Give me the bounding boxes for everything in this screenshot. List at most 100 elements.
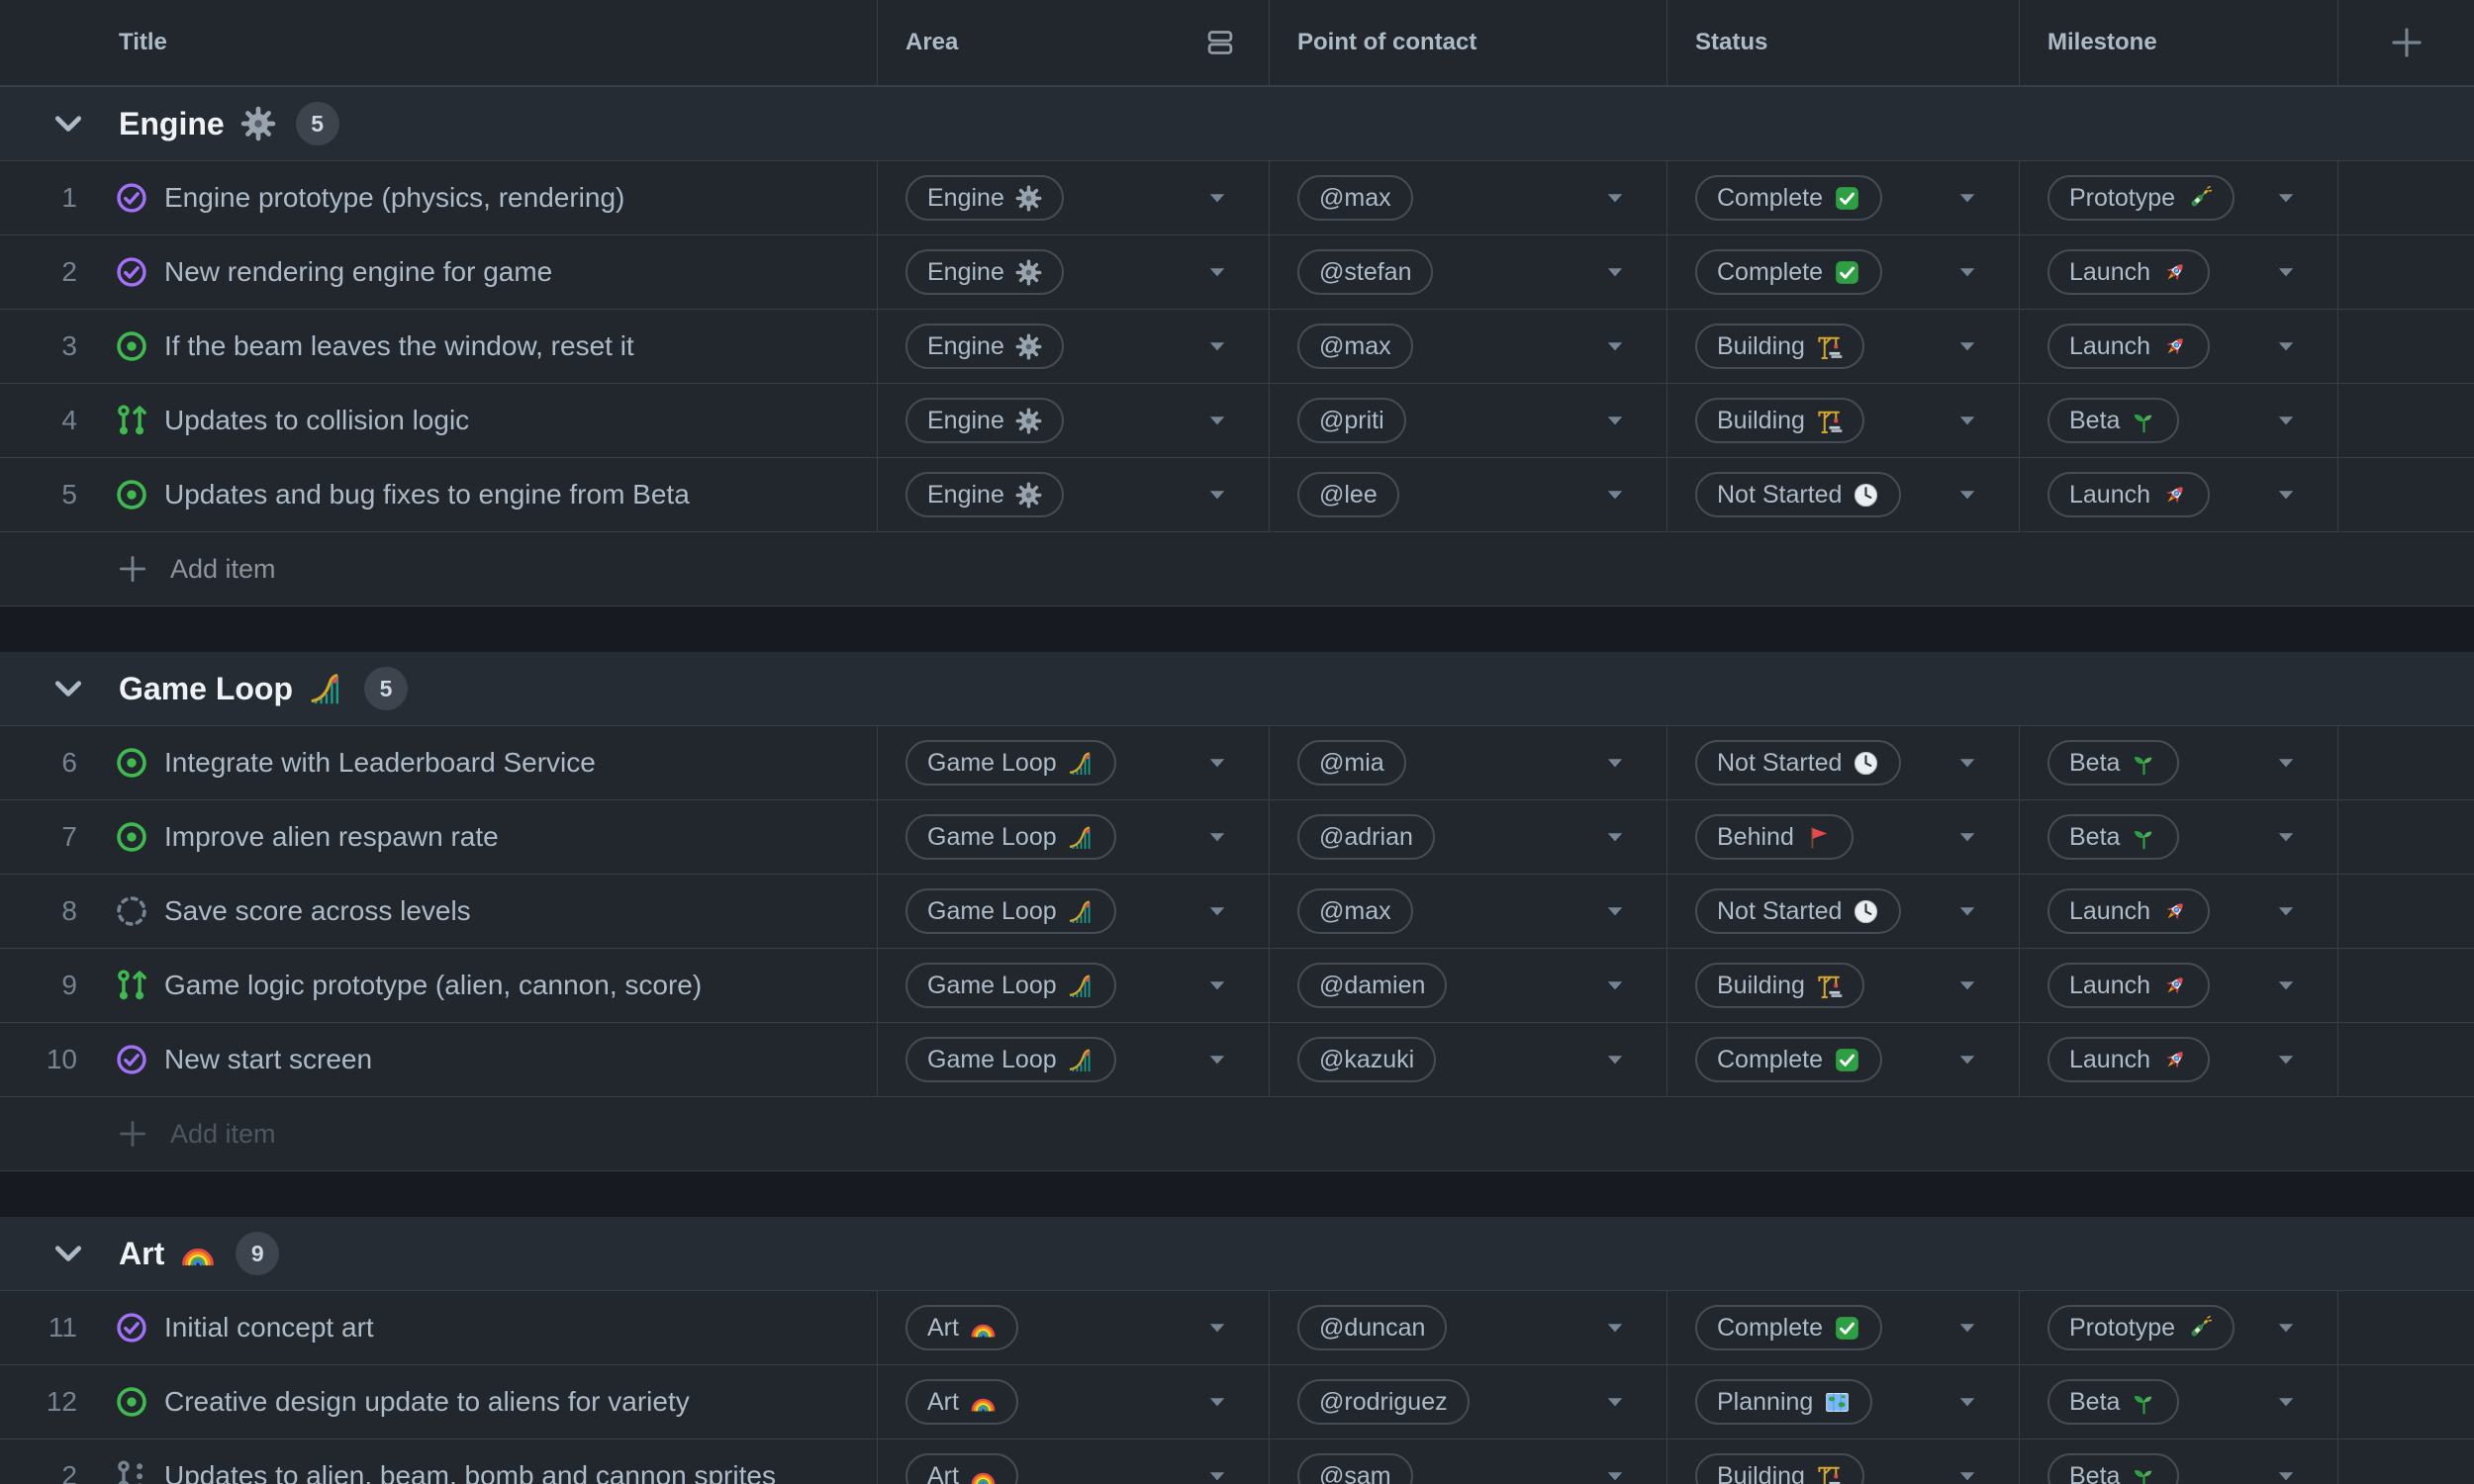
item-title[interactable]: Integrate with Leaderboard Service xyxy=(164,747,596,778)
caret-down-icon[interactable] xyxy=(1603,899,1627,923)
area-pill[interactable]: Game Loop xyxy=(905,814,1116,860)
caret-down-icon[interactable] xyxy=(1955,186,1979,210)
caret-down-icon[interactable] xyxy=(1955,1390,1979,1414)
caret-down-icon[interactable] xyxy=(1205,825,1229,849)
caret-down-icon[interactable] xyxy=(1955,974,1979,997)
caret-down-icon[interactable] xyxy=(2274,260,2298,284)
item-title[interactable]: If the beam leaves the window, reset it xyxy=(164,330,634,361)
column-header-area[interactable]: Area xyxy=(878,0,1270,85)
status-pill[interactable]: Building xyxy=(1695,398,1864,443)
milestone-pill[interactable]: Launch xyxy=(2047,963,2211,1008)
point-of-contact-pill[interactable]: @mia xyxy=(1297,740,1406,786)
point-of-contact-pill[interactable]: @adrian xyxy=(1297,814,1435,860)
caret-down-icon[interactable] xyxy=(1205,260,1229,284)
milestone-pill[interactable]: Launch xyxy=(2047,472,2211,517)
caret-down-icon[interactable] xyxy=(1603,751,1627,775)
caret-down-icon[interactable] xyxy=(2274,1048,2298,1071)
area-pill[interactable]: Engine xyxy=(905,324,1064,369)
add-item-button[interactable]: Add item xyxy=(0,1097,2474,1171)
caret-down-icon[interactable] xyxy=(1603,825,1627,849)
status-pill[interactable]: Building xyxy=(1695,1453,1864,1484)
caret-down-icon[interactable] xyxy=(1955,899,1979,923)
point-of-contact-pill[interactable]: @lee xyxy=(1297,472,1399,517)
milestone-pill[interactable]: Launch xyxy=(2047,249,2211,295)
caret-down-icon[interactable] xyxy=(1603,186,1627,210)
caret-down-icon[interactable] xyxy=(2274,186,2298,210)
area-pill[interactable]: Engine xyxy=(905,472,1064,517)
status-pill[interactable]: Not Started xyxy=(1695,740,1902,786)
column-header-point-of-contact[interactable]: Point of contact xyxy=(1270,0,1667,85)
area-pill[interactable]: Art xyxy=(905,1453,1018,1484)
point-of-contact-pill[interactable]: @stefan xyxy=(1297,249,1434,295)
caret-down-icon[interactable] xyxy=(1205,1464,1229,1484)
caret-down-icon[interactable] xyxy=(2274,751,2298,775)
area-pill[interactable]: Game Loop xyxy=(905,1037,1116,1082)
caret-down-icon[interactable] xyxy=(1205,1316,1229,1340)
point-of-contact-pill[interactable]: @max xyxy=(1297,324,1413,369)
caret-down-icon[interactable] xyxy=(2274,334,2298,358)
item-title[interactable]: Engine prototype (physics, rendering) xyxy=(164,182,625,213)
caret-down-icon[interactable] xyxy=(1955,1464,1979,1484)
caret-down-icon[interactable] xyxy=(1205,974,1229,997)
point-of-contact-pill[interactable]: @damien xyxy=(1297,963,1448,1008)
status-pill[interactable]: Complete xyxy=(1695,175,1882,221)
area-pill[interactable]: Art xyxy=(905,1305,1018,1350)
caret-down-icon[interactable] xyxy=(1955,483,1979,507)
caret-down-icon[interactable] xyxy=(1603,974,1627,997)
caret-down-icon[interactable] xyxy=(1603,1048,1627,1071)
caret-down-icon[interactable] xyxy=(1205,334,1229,358)
caret-down-icon[interactable] xyxy=(2274,1316,2298,1340)
milestone-pill[interactable]: Launch xyxy=(2047,888,2211,934)
item-title[interactable]: Updates to alien, beam, bomb and cannon … xyxy=(164,1460,776,1484)
point-of-contact-pill[interactable]: @rodriguez xyxy=(1297,1379,1470,1425)
caret-down-icon[interactable] xyxy=(1955,334,1979,358)
point-of-contact-pill[interactable]: @priti xyxy=(1297,398,1406,443)
milestone-pill[interactable]: Beta xyxy=(2047,814,2180,860)
status-pill[interactable]: Complete xyxy=(1695,249,1882,295)
milestone-pill[interactable]: Prototype xyxy=(2047,1305,2236,1350)
group-header-game-loop[interactable]: Game Loop 5 xyxy=(0,652,2474,726)
caret-down-icon[interactable] xyxy=(1955,260,1979,284)
status-pill[interactable]: Building xyxy=(1695,324,1864,369)
caret-down-icon[interactable] xyxy=(2274,974,2298,997)
caret-down-icon[interactable] xyxy=(2274,483,2298,507)
item-title[interactable]: Updates and bug fixes to engine from Bet… xyxy=(164,479,690,510)
item-title[interactable]: Initial concept art xyxy=(164,1312,374,1343)
area-pill[interactable]: Art xyxy=(905,1379,1018,1425)
area-pill[interactable]: Engine xyxy=(905,398,1064,443)
milestone-pill[interactable]: Prototype xyxy=(2047,175,2236,221)
column-header-milestone[interactable]: Milestone xyxy=(2020,0,2338,85)
caret-down-icon[interactable] xyxy=(1603,1464,1627,1484)
milestone-pill[interactable]: Beta xyxy=(2047,398,2180,443)
status-pill[interactable]: Not Started xyxy=(1695,888,1902,934)
caret-down-icon[interactable] xyxy=(1205,1048,1229,1071)
milestone-pill[interactable]: Launch xyxy=(2047,324,2211,369)
caret-down-icon[interactable] xyxy=(1205,409,1229,432)
add-column-button[interactable] xyxy=(2338,0,2474,85)
point-of-contact-pill[interactable]: @max xyxy=(1297,888,1413,934)
caret-down-icon[interactable] xyxy=(2274,825,2298,849)
add-item-button[interactable]: Add item xyxy=(0,532,2474,606)
point-of-contact-pill[interactable]: @sam xyxy=(1297,1453,1413,1484)
group-header-art[interactable]: Art 9 xyxy=(0,1217,2474,1291)
caret-down-icon[interactable] xyxy=(1955,825,1979,849)
caret-down-icon[interactable] xyxy=(1205,751,1229,775)
milestone-pill[interactable]: Beta xyxy=(2047,1453,2180,1484)
column-header-status[interactable]: Status xyxy=(1667,0,2020,85)
caret-down-icon[interactable] xyxy=(2274,899,2298,923)
caret-down-icon[interactable] xyxy=(1603,483,1627,507)
status-pill[interactable]: Planning xyxy=(1695,1379,1873,1425)
column-header-title[interactable]: Title xyxy=(0,0,878,85)
item-title[interactable]: Improve alien respawn rate xyxy=(164,821,499,852)
milestone-pill[interactable]: Beta xyxy=(2047,1379,2180,1425)
milestone-pill[interactable]: Beta xyxy=(2047,740,2180,786)
chevron-down-icon[interactable] xyxy=(49,1235,87,1272)
item-title[interactable]: Updates to collision logic xyxy=(164,405,470,435)
caret-down-icon[interactable] xyxy=(1205,483,1229,507)
point-of-contact-pill[interactable]: @max xyxy=(1297,175,1413,221)
item-title[interactable]: Save score across levels xyxy=(164,895,471,926)
chevron-down-icon[interactable] xyxy=(49,105,87,142)
item-title[interactable]: New start screen xyxy=(164,1044,373,1074)
caret-down-icon[interactable] xyxy=(2274,1464,2298,1484)
group-header-engine[interactable]: Engine 5 xyxy=(0,87,2474,161)
